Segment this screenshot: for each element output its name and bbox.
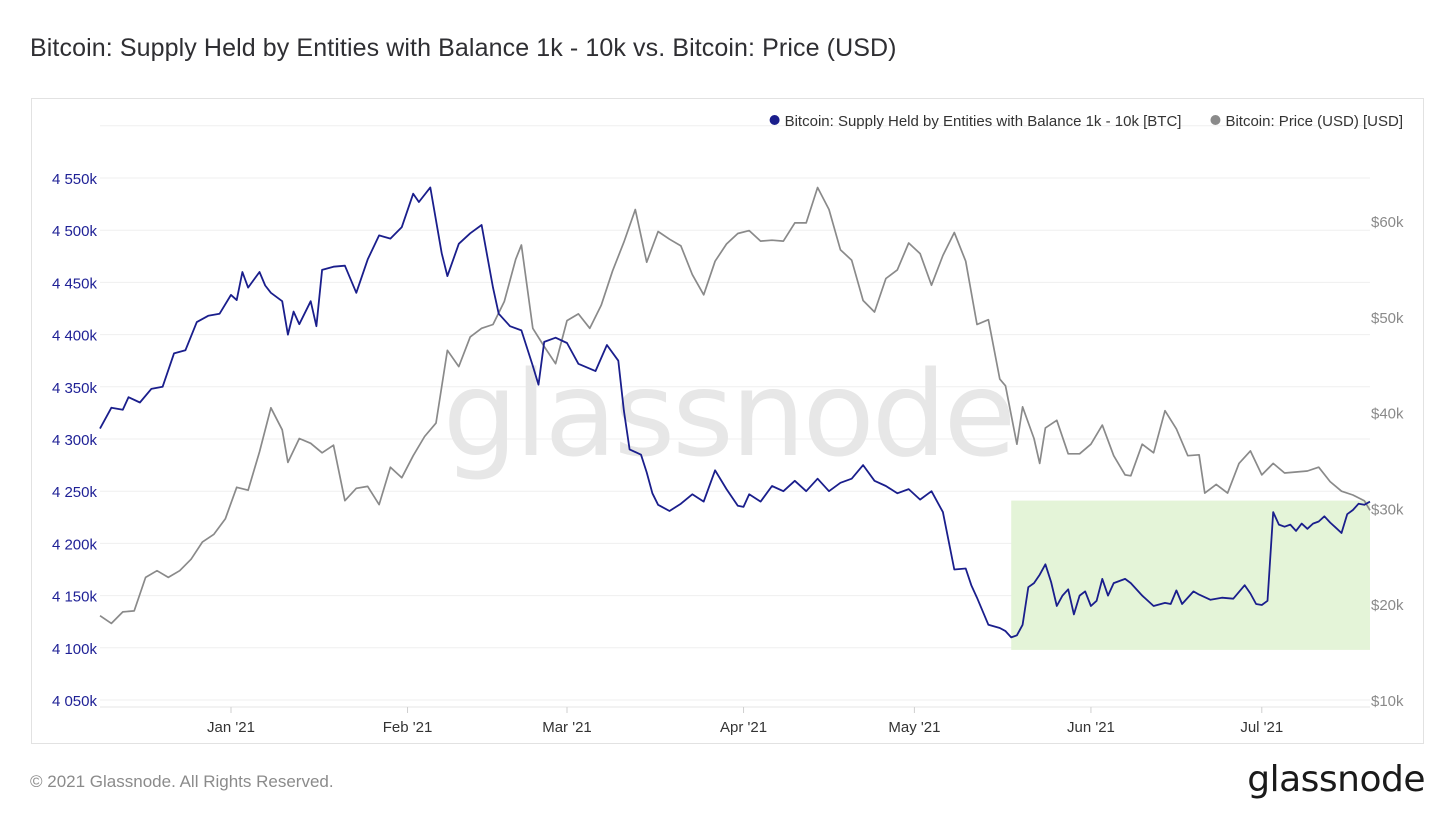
y-left-tick-label: 4 300k <box>52 432 98 449</box>
supply-series-line <box>99 186 1371 639</box>
y-right-tick-label: $50k <box>1371 310 1404 327</box>
y-left-tick-label: 4 200k <box>52 536 98 553</box>
legend-label: Bitcoin: Supply Held by Entities with Ba… <box>785 113 1182 130</box>
y-left-tick-label: 4 500k <box>52 223 98 240</box>
chart-frame <box>31 98 1424 744</box>
legend-label: Bitcoin: Price (USD) [USD] <box>1225 113 1403 130</box>
watermark: glassnode <box>443 345 1013 483</box>
x-tick-label: Apr '21 <box>720 719 767 736</box>
y-left-tick-label: 4 050k <box>52 693 98 710</box>
y-right-tick-label: $60k <box>1371 214 1404 231</box>
gridlines <box>100 125 1370 708</box>
x-tick-label: Jul '21 <box>1240 719 1283 736</box>
x-tick-label: Jun '21 <box>1067 719 1115 736</box>
y-left-tick-label: 4 450k <box>52 275 98 292</box>
y-right-tick-label: $10k <box>1371 693 1404 710</box>
y-axis-left: 4 050k 4 100k 4 150k 4 200k 4 250k 4 300k 4 35… <box>52 171 98 710</box>
x-axis: Jan '21 Feb '21 Mar '21 Apr '21 May '21 Jun '… <box>207 707 1283 736</box>
y-left-tick-label: 4 350k <box>52 380 98 397</box>
copyright-text: © 2021 Glassnode. All Rights Reserved. <box>30 772 334 791</box>
y-right-tick-label: $30k <box>1371 501 1404 518</box>
y-right-tick-label: $40k <box>1371 406 1404 423</box>
y-left-tick-label: 4 250k <box>52 484 98 501</box>
x-tick-label: May '21 <box>888 719 940 736</box>
glassnode-logo: glassnode <box>1247 759 1425 800</box>
legend-marker <box>769 115 780 125</box>
chart-title: Bitcoin: Supply Held by Entities with Ba… <box>30 34 897 62</box>
y-right-tick-label: $20k <box>1371 597 1404 614</box>
x-tick-label: Jan '21 <box>207 719 255 736</box>
price-series-line <box>99 186 1371 625</box>
series-layer <box>99 186 1371 639</box>
x-tick-label: Feb '21 <box>383 719 433 736</box>
y-left-tick-label: 4 100k <box>52 641 98 658</box>
y-left-tick-label: 4 550k <box>52 171 98 188</box>
x-tick-label: Mar '21 <box>542 719 592 736</box>
legend-marker <box>1210 115 1221 125</box>
y-axis-right: $10k $20k $30k $40k $50k $60k <box>1371 214 1404 710</box>
y-left-tick-label: 4 150k <box>52 589 98 606</box>
y-left-tick-label: 4 400k <box>52 328 98 345</box>
legend: Bitcoin: Price (USD) [USD] Bitcoin: Suppl… <box>769 113 1403 130</box>
